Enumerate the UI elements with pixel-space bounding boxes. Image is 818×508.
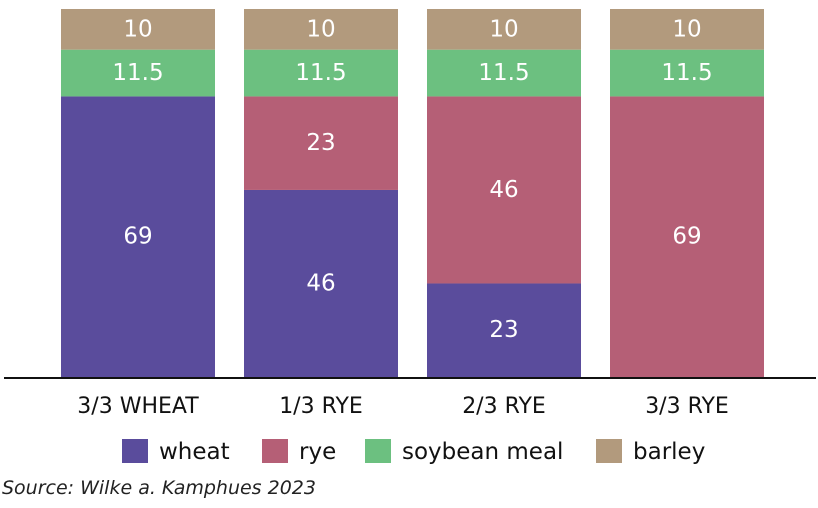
data-label: 46 bbox=[489, 177, 518, 203]
data-label: 69 bbox=[123, 224, 152, 250]
data-label: 10 bbox=[489, 16, 518, 42]
legend-swatch-barley bbox=[596, 439, 622, 463]
bar-segment-soybean-meal bbox=[244, 49, 398, 97]
data-label: 11.5 bbox=[661, 60, 712, 86]
data-label: 23 bbox=[489, 317, 518, 343]
bar-segment-barley bbox=[427, 9, 581, 50]
bar-segment-barley bbox=[61, 9, 215, 50]
data-label: 46 bbox=[306, 270, 335, 296]
bar-segment-soybean-meal bbox=[427, 49, 581, 97]
data-label: 10 bbox=[306, 16, 335, 42]
legend-label: rye bbox=[299, 439, 336, 465]
category-label: 1/3 RYE bbox=[279, 394, 363, 419]
data-label: 10 bbox=[672, 16, 701, 42]
source-note: Source: Wilke a. Kamphues 2023 bbox=[2, 477, 316, 499]
bar-segment-rye bbox=[610, 96, 764, 377]
data-label: 11.5 bbox=[478, 60, 529, 86]
bar-segment-soybean-meal bbox=[610, 49, 764, 97]
bar-segment-soybean-meal bbox=[61, 49, 215, 97]
legend: wheat rye soybean meal barley bbox=[122, 439, 705, 465]
legend-swatch-soybean-meal bbox=[365, 439, 391, 463]
bar-segment-barley bbox=[244, 9, 398, 50]
data-label: 69 bbox=[672, 224, 701, 250]
bar-segment-wheat bbox=[244, 189, 398, 377]
data-label: 11.5 bbox=[112, 60, 163, 86]
data-label: 23 bbox=[306, 130, 335, 156]
legend-swatch-wheat bbox=[122, 439, 148, 463]
data-label: 10 bbox=[123, 16, 152, 42]
legend-label: wheat bbox=[159, 439, 230, 465]
bar-segment-wheat bbox=[427, 283, 581, 377]
category-label: 3/3 WHEAT bbox=[77, 394, 199, 419]
bar-segment-barley bbox=[610, 9, 764, 50]
bar-segment-rye bbox=[427, 96, 581, 284]
bars-group: 69 11.5 10 46 23 11.5 10 23 46 11.5 10 69 11.5 10 bbox=[61, 9, 764, 377]
category-label: 3/3 RYE bbox=[645, 394, 729, 419]
legend-label: barley bbox=[633, 439, 705, 465]
data-label: 11.5 bbox=[295, 60, 346, 86]
category-labels: 3/3 WHEAT 1/3 RYE 2/3 RYE 3/3 RYE bbox=[77, 394, 729, 419]
bar-segment-rye bbox=[244, 96, 398, 190]
legend-label: soybean meal bbox=[402, 439, 563, 465]
bar-segment-wheat bbox=[61, 96, 215, 377]
category-label: 2/3 RYE bbox=[462, 394, 546, 419]
legend-swatch-rye bbox=[262, 439, 288, 463]
